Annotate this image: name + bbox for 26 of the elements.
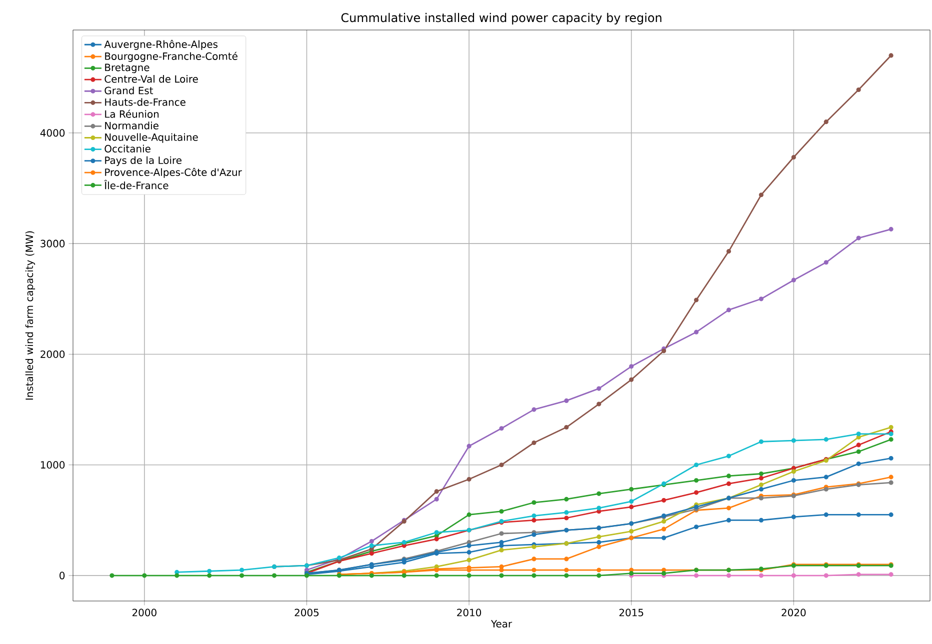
x-axis-title: Year bbox=[490, 620, 512, 628]
legend-label: Pays de la Loire bbox=[105, 156, 182, 166]
y-tick-label: 2000 bbox=[40, 350, 65, 358]
x-tick-label: 2005 bbox=[294, 608, 319, 616]
legend-label: Normandie bbox=[105, 122, 158, 130]
legend-label: Provence-Alpes-Côte d'Azur bbox=[105, 168, 242, 178]
legend-label: Centre-Val de Loire bbox=[104, 75, 198, 83]
legend-label: Grand Est bbox=[104, 86, 154, 94]
y-axis-title: Installed wind farm capacity (MW) bbox=[25, 231, 36, 400]
legend-label: Île-de-France bbox=[104, 180, 168, 190]
legend-label: Hauts-de-France bbox=[105, 98, 186, 106]
legend-label: Bretagne bbox=[105, 64, 150, 74]
y-tick-label: 4000 bbox=[40, 129, 65, 137]
x-tick-label: 2000 bbox=[132, 608, 156, 616]
chart-title: Cummulative installed wind power capacity by region bbox=[341, 12, 662, 24]
y-tick-label: 1000 bbox=[40, 461, 65, 469]
x-tick-label: 2015 bbox=[619, 608, 644, 616]
legend-label: La Réunion bbox=[105, 110, 159, 118]
legend-label: Occitanie bbox=[104, 144, 150, 152]
x-tick-label: 2010 bbox=[457, 608, 482, 616]
y-tick-label: 0 bbox=[60, 572, 65, 580]
legend-label: Bourgogne-Franche-Comté bbox=[105, 52, 238, 62]
x-tick-label: 2020 bbox=[782, 608, 806, 616]
y-tick-label: 3000 bbox=[40, 240, 65, 248]
legend-label: Nouvelle-Aquitaine bbox=[105, 133, 198, 143]
legend-label: Auvergne-Rhône-Alpes bbox=[104, 40, 218, 50]
